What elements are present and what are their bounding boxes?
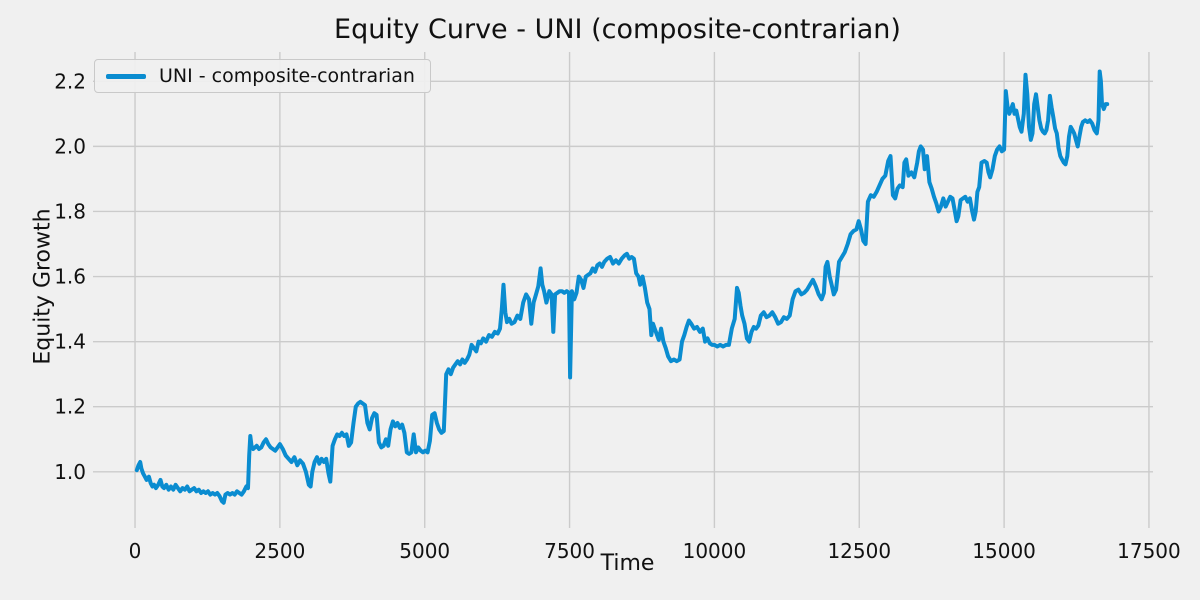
- x-tick-label: 17500: [1117, 539, 1181, 563]
- y-tick-label: 1.8: [54, 199, 86, 223]
- legend-label: UNI - composite-contrarian: [159, 65, 415, 87]
- chart-title: Equity Curve - UNI (composite-contrarian…: [334, 14, 901, 45]
- x-tick-label: 15000: [972, 539, 1036, 563]
- x-tick-label: 5000: [399, 539, 450, 563]
- y-tick-label: 2.0: [54, 134, 86, 158]
- y-tick-label: 1.6: [54, 265, 86, 289]
- y-tick-label: 1.2: [54, 395, 86, 419]
- y-tick-label: 2.2: [54, 69, 86, 93]
- x-tick-label: 12500: [827, 539, 891, 563]
- x-axis-label: Time: [600, 551, 655, 576]
- y-tick-label: 1.4: [54, 330, 86, 354]
- x-tick-label: 7500: [544, 539, 595, 563]
- y-axis-label: Equity Growth: [30, 208, 56, 365]
- y-tick-label: 1.0: [54, 460, 86, 484]
- legend: UNI - composite-contrarian: [94, 59, 431, 93]
- x-tick-label: 0: [129, 539, 142, 563]
- x-tick-label: 2500: [254, 539, 305, 563]
- x-tick-label: 10000: [683, 539, 747, 563]
- equity-curve-line: [134, 69, 1110, 505]
- legend-line-swatch-icon: [106, 73, 146, 79]
